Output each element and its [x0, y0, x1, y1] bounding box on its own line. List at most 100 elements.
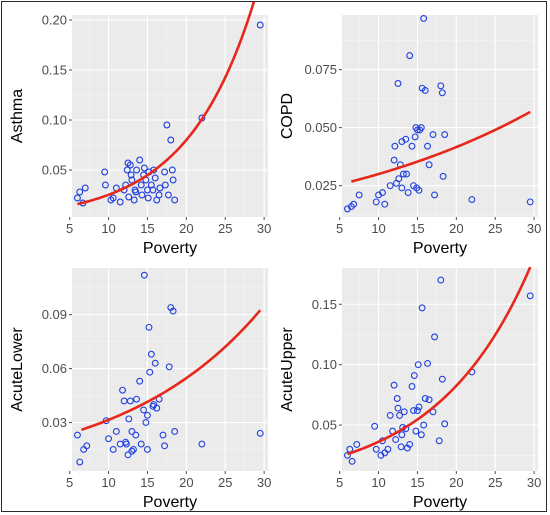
asthma-data-point: [138, 191, 146, 199]
acutelower-data-point: [73, 431, 81, 439]
acutelower-data-point: [133, 395, 141, 403]
copd-data-point: [415, 186, 423, 194]
asthma-fit-curve: [77, 2, 256, 206]
acutelower-data-point: [256, 429, 264, 437]
asthma-x-tick-label: 5: [66, 221, 73, 236]
copd-data-point: [402, 135, 410, 143]
asthma-data-point: [171, 196, 179, 204]
asthma-data-point: [109, 194, 117, 202]
acutelower-data-point: [76, 458, 84, 466]
acuteupper-data-point: [418, 304, 426, 312]
acuteupper-y-tick-label: 0.10: [312, 357, 337, 372]
asthma-data-point: [140, 164, 148, 172]
asthma-data-point: [125, 193, 133, 201]
asthma-data-point: [123, 166, 131, 174]
asthma-data-point: [161, 168, 169, 176]
acutelower-data-point: [143, 411, 151, 419]
acutelower-data-point: [136, 377, 144, 385]
copd-data-point: [391, 142, 399, 150]
copd-y-tick-label: 0.075: [304, 62, 337, 77]
acutelower-x-axis-title: Poverty: [143, 494, 197, 511]
acuteupper-x-tick-label: 25: [488, 475, 502, 490]
acuteupper-data-point: [408, 382, 416, 390]
asthma-x-axis-title: Poverty: [143, 240, 197, 257]
copd-data-point: [424, 142, 432, 150]
acutelower-data-point: [140, 271, 148, 279]
asthma-data-point: [156, 184, 164, 192]
copd-data-point: [429, 131, 437, 139]
acuteupper-data-point: [414, 361, 422, 369]
copd-data-point: [355, 191, 363, 199]
acuteupper-data-point: [400, 408, 408, 416]
acuteupper-data-point: [421, 395, 429, 402]
copd-data-point: [411, 133, 419, 141]
acuteupper-data-point: [441, 420, 449, 428]
acutelower-data-point: [125, 415, 133, 423]
copd-data-point: [372, 198, 380, 206]
acutelower-data-point: [159, 431, 167, 439]
asthma-data-point: [161, 181, 169, 189]
acuteupper-data-point: [397, 443, 405, 451]
asthma-y-tick-label: 0.15: [42, 63, 67, 78]
acuteupper-x-tick-label: 5: [336, 475, 343, 490]
asthma-data-point: [132, 188, 140, 196]
copd-data-point: [441, 131, 449, 139]
acuteupper-data-point: [343, 451, 351, 459]
acuteupper-data-point: [390, 381, 398, 389]
acutelower-data-point: [128, 447, 136, 455]
acuteupper-data-point: [425, 396, 433, 404]
acutelower-data-point: [198, 440, 206, 448]
asthma-data-point: [127, 171, 135, 179]
acutelower-data-point: [161, 442, 169, 450]
acuteupper-data-point: [353, 440, 361, 448]
asthma-data-point: [116, 198, 124, 206]
acuteupper-data-point: [435, 437, 443, 445]
acuteupper-data-point: [394, 404, 402, 412]
acutelower-data-point: [122, 440, 130, 448]
asthma-y-axis-title: Asthma: [9, 89, 26, 143]
copd-x-tick-label: 25: [488, 221, 502, 236]
asthma-data-point: [101, 168, 109, 176]
acutelower-x-tick-label: 10: [101, 475, 115, 490]
copd-x-tick-label: 15: [410, 221, 424, 236]
acuteupper-data-point: [406, 440, 414, 448]
asthma-data-point: [151, 174, 159, 182]
panel-asthma: 5 10 15 20 25 30 0.05 0.10 0.15 0.20 Poverty Asthma: [9, 2, 271, 257]
copd-x-tick-label: 10: [371, 221, 385, 236]
acutelower-data-point: [137, 440, 145, 448]
acutelower-y-axis-title: AcuteLower: [9, 327, 26, 412]
acutelower-data-point: [83, 442, 91, 450]
asthma-data-point: [163, 121, 171, 129]
acutelower-data-point: [171, 428, 179, 435]
acuteupper-data-point: [424, 360, 432, 367]
copd-data-point: [403, 170, 411, 178]
copd-data-point: [386, 182, 394, 190]
asthma-panel-background: [72, 15, 268, 217]
copd-data-point: [404, 189, 412, 197]
acuteupper-data-point: [410, 372, 418, 379]
asthma-data-point: [169, 176, 177, 184]
acuteupper-panel-background: [342, 268, 538, 471]
acuteupper-data-point: [438, 375, 446, 383]
asthma-data-point: [130, 196, 138, 204]
acutelower-data-point: [169, 307, 177, 315]
acutelower-data-point: [146, 368, 154, 376]
copd-data-point: [378, 189, 386, 197]
acutelower-data-point: [126, 397, 134, 405]
acuteupper-data-point: [415, 403, 423, 411]
asthma-x-tick-label: 10: [101, 221, 115, 236]
copd-x-tick-label: 30: [527, 221, 541, 236]
asthma-data-point: [133, 166, 141, 174]
acutelower-y-tick-label: 0.03: [42, 415, 67, 430]
copd-panel-background: [342, 15, 538, 217]
acutelower-y-tick-label: 0.09: [42, 307, 67, 322]
acuteupper-data-point: [420, 421, 428, 429]
asthma-data-point: [164, 191, 172, 199]
acuteupper-data-point: [417, 431, 425, 439]
acutelower-data-point: [129, 445, 137, 453]
copd-y-axis-title: COPD: [279, 93, 296, 139]
copd-data-point: [468, 196, 476, 204]
acuteupper-data-point: [437, 276, 445, 284]
acuteupper-y-axis-title: AcuteUpper: [279, 327, 296, 412]
